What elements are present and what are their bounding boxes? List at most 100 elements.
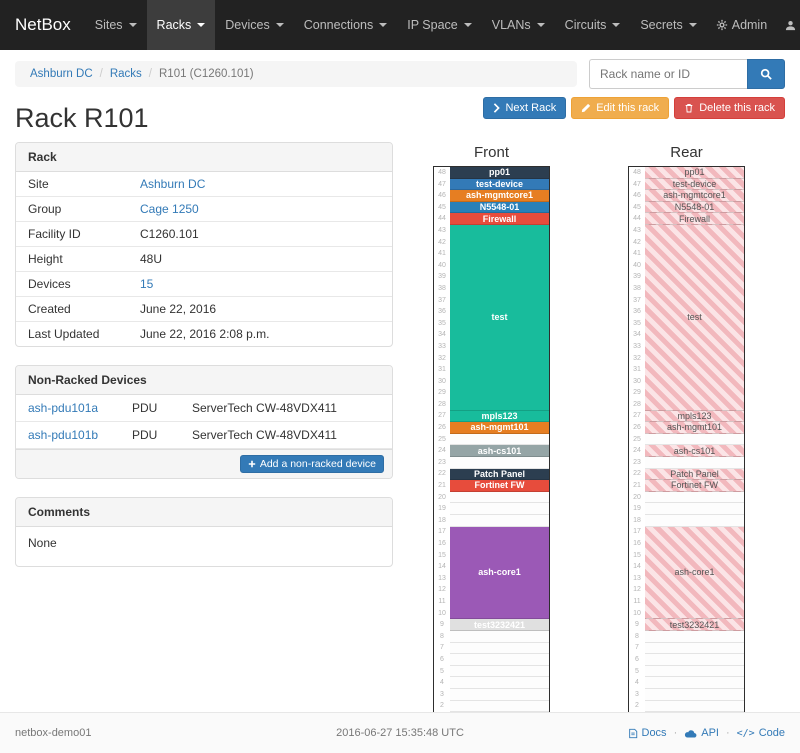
rack-device-front-ash-mgmt101[interactable]: ash-mgmt101 — [450, 422, 549, 434]
unit-number: 21 — [438, 482, 446, 490]
info-value[interactable]: 15 — [140, 277, 154, 291]
link-label: Code — [758, 727, 785, 739]
device-link[interactable]: ash-pdu101a — [28, 401, 99, 415]
nav-item-secrets[interactable]: Secrets — [630, 0, 706, 50]
nav-item-connections[interactable]: Connections — [294, 0, 398, 50]
info-row: Created June 22, 2016 — [16, 297, 392, 322]
rack-device-rear-test-device[interactable]: test-device — [645, 178, 744, 191]
next-rack-button[interactable]: Next Rack — [483, 97, 567, 119]
brand[interactable]: NetBox — [15, 15, 71, 34]
nav-item-ip-space[interactable]: IP Space — [397, 0, 482, 50]
rack-device-front-test-device[interactable]: test-device — [450, 178, 549, 191]
rack-device-rear-ash-cs101[interactable]: ash-cs101 — [645, 445, 744, 457]
rack-device-front-firewall[interactable]: Firewall — [450, 213, 549, 225]
breadcrumb-item[interactable]: Ashburn DC — [30, 68, 93, 80]
unit-number: 40 — [438, 261, 446, 269]
info-label: Last Updated — [28, 327, 100, 341]
nav-item-admin[interactable]: Admin — [707, 0, 776, 50]
unit-number: 19 — [633, 505, 641, 513]
rack-device-front-patch-panel[interactable]: Patch Panel — [450, 468, 549, 481]
unit-number: 35 — [438, 319, 446, 327]
search-icon — [760, 68, 772, 80]
rack-device-rear-test3232421[interactable]: test3232421 — [645, 619, 744, 631]
nav-item-profile[interactable]: Profile — [776, 0, 800, 50]
rack-device-rear-mpls123[interactable]: mpls123 — [645, 410, 744, 423]
rack-device-rear-test[interactable]: test — [645, 225, 744, 411]
nav-item-sites[interactable]: Sites — [85, 0, 147, 50]
rear-slots: pp01 test-device ash-mgmtcore1 N5548-01 Fire… — [645, 167, 744, 724]
rack-device-rear-pp01[interactable]: pp01 — [645, 167, 744, 179]
breadcrumb-item[interactable]: Racks — [109, 68, 142, 80]
unit-number: 26 — [633, 424, 641, 432]
rack-unit-empty — [450, 433, 549, 446]
rack-device-rear-patch-panel[interactable]: Patch Panel — [645, 468, 744, 481]
footer-timestamp: 2016-06-27 15:35:48 UTC — [336, 727, 464, 739]
unit-number: 3 — [635, 690, 639, 698]
rack-unit-empty — [645, 677, 744, 689]
nav-item-circuits[interactable]: Circuits — [555, 0, 631, 50]
nav-label: Sites — [94, 18, 123, 32]
unit-number: 30 — [633, 377, 641, 385]
nav-label: Devices — [225, 18, 270, 32]
button-label: Delete this rack — [699, 102, 775, 114]
rack-device-front-ash-cs101[interactable]: ash-cs101 — [450, 445, 549, 457]
rack-device-rear-fortinet-fw[interactable]: Fortinet FW — [645, 480, 744, 492]
unit-number: 18 — [633, 516, 641, 524]
rack-device-rear-ash-mgmt101[interactable]: ash-mgmt101 — [645, 422, 744, 434]
unit-number: 41 — [438, 250, 446, 258]
rack-device-front-pp01[interactable]: pp01 — [450, 167, 549, 179]
unit-number: 22 — [633, 470, 641, 478]
plus-icon — [248, 460, 256, 468]
nav-label: Connections — [303, 18, 374, 32]
api-link[interactable]: API — [684, 727, 719, 739]
info-value[interactable]: Cage 1250 — [140, 202, 199, 216]
button-label: Add a non-racked device — [259, 458, 376, 470]
rack-device-rear-firewall[interactable]: Firewall — [645, 213, 744, 225]
unit-number: 30 — [438, 377, 446, 385]
info-label: Devices — [28, 277, 71, 291]
device-role: PDU — [132, 428, 158, 442]
rack-device-front-test[interactable]: test — [450, 225, 549, 411]
code-link[interactable]: </> Code — [737, 727, 785, 739]
unit-number: 14 — [633, 563, 641, 571]
info-value: June 22, 2016 2:08 p.m. — [140, 327, 270, 341]
rack-unit-empty — [450, 677, 549, 689]
edit-rack-button[interactable]: Edit this rack — [571, 97, 670, 119]
unit-number: 33 — [633, 342, 641, 350]
chevron-right-icon — [494, 103, 501, 113]
search-button[interactable] — [747, 59, 785, 89]
rack-device-front-ash-core1[interactable]: ash-core1 — [450, 526, 549, 620]
docs-link[interactable]: Docs — [628, 727, 667, 739]
rack-device-front-test3232421[interactable]: test3232421 — [450, 619, 549, 631]
footer-separator: · — [725, 727, 730, 739]
unit-number: 24 — [438, 447, 446, 455]
unit-number: 16 — [633, 540, 641, 547]
nav-item-vlans[interactable]: VLANs — [482, 0, 555, 50]
info-value: C1260.101 — [140, 227, 199, 241]
rack-elevations: Front 48 47 46 45 44 43 42 41 40 39 38 37 36 35 34 33 32… — [393, 142, 785, 724]
unit-number: 42 — [438, 238, 446, 246]
add-nonracked-device-button[interactable]: Add a non-racked device — [239, 455, 384, 473]
unit-number: 27 — [633, 412, 641, 420]
rack-device-front-ash-mgmtcore1[interactable]: ash-mgmtcore1 — [450, 190, 549, 202]
chevron-down-icon — [536, 23, 545, 27]
unit-number-gutter: 48 47 46 45 44 43 42 41 40 39 38 37 36 35 34 33 32 31 30 29… — [629, 167, 645, 723]
rack-device-front-mpls123[interactable]: mpls123 — [450, 410, 549, 423]
rack-device-front-n5548-01[interactable]: N5548-01 — [450, 201, 549, 214]
unit-number: 46 — [438, 192, 446, 200]
rack-unit-empty — [645, 433, 744, 446]
search-input[interactable] — [589, 59, 747, 89]
rack-device-front-fortinet-fw[interactable]: Fortinet FW — [450, 480, 549, 492]
rack-unit-empty — [645, 689, 744, 701]
unit-number: 20 — [438, 493, 446, 501]
rack-device-rear-n5548-01[interactable]: N5548-01 — [645, 201, 744, 214]
info-value[interactable]: Ashburn DC — [140, 177, 206, 191]
nav-item-racks[interactable]: Racks — [146, 0, 216, 50]
rack-unit-empty — [645, 700, 744, 713]
nav-item-devices[interactable]: Devices — [215, 0, 293, 50]
rack-device-rear-ash-mgmtcore1[interactable]: ash-mgmtcore1 — [645, 190, 744, 202]
rack-device-rear-ash-core1[interactable]: ash-core1 — [645, 526, 744, 620]
nonracked-panel: Non-Racked Devices ash-pdu101a PDU ServerT… — [15, 365, 393, 479]
device-link[interactable]: ash-pdu101b — [28, 428, 99, 442]
delete-rack-button[interactable]: Delete this rack — [674, 97, 785, 119]
